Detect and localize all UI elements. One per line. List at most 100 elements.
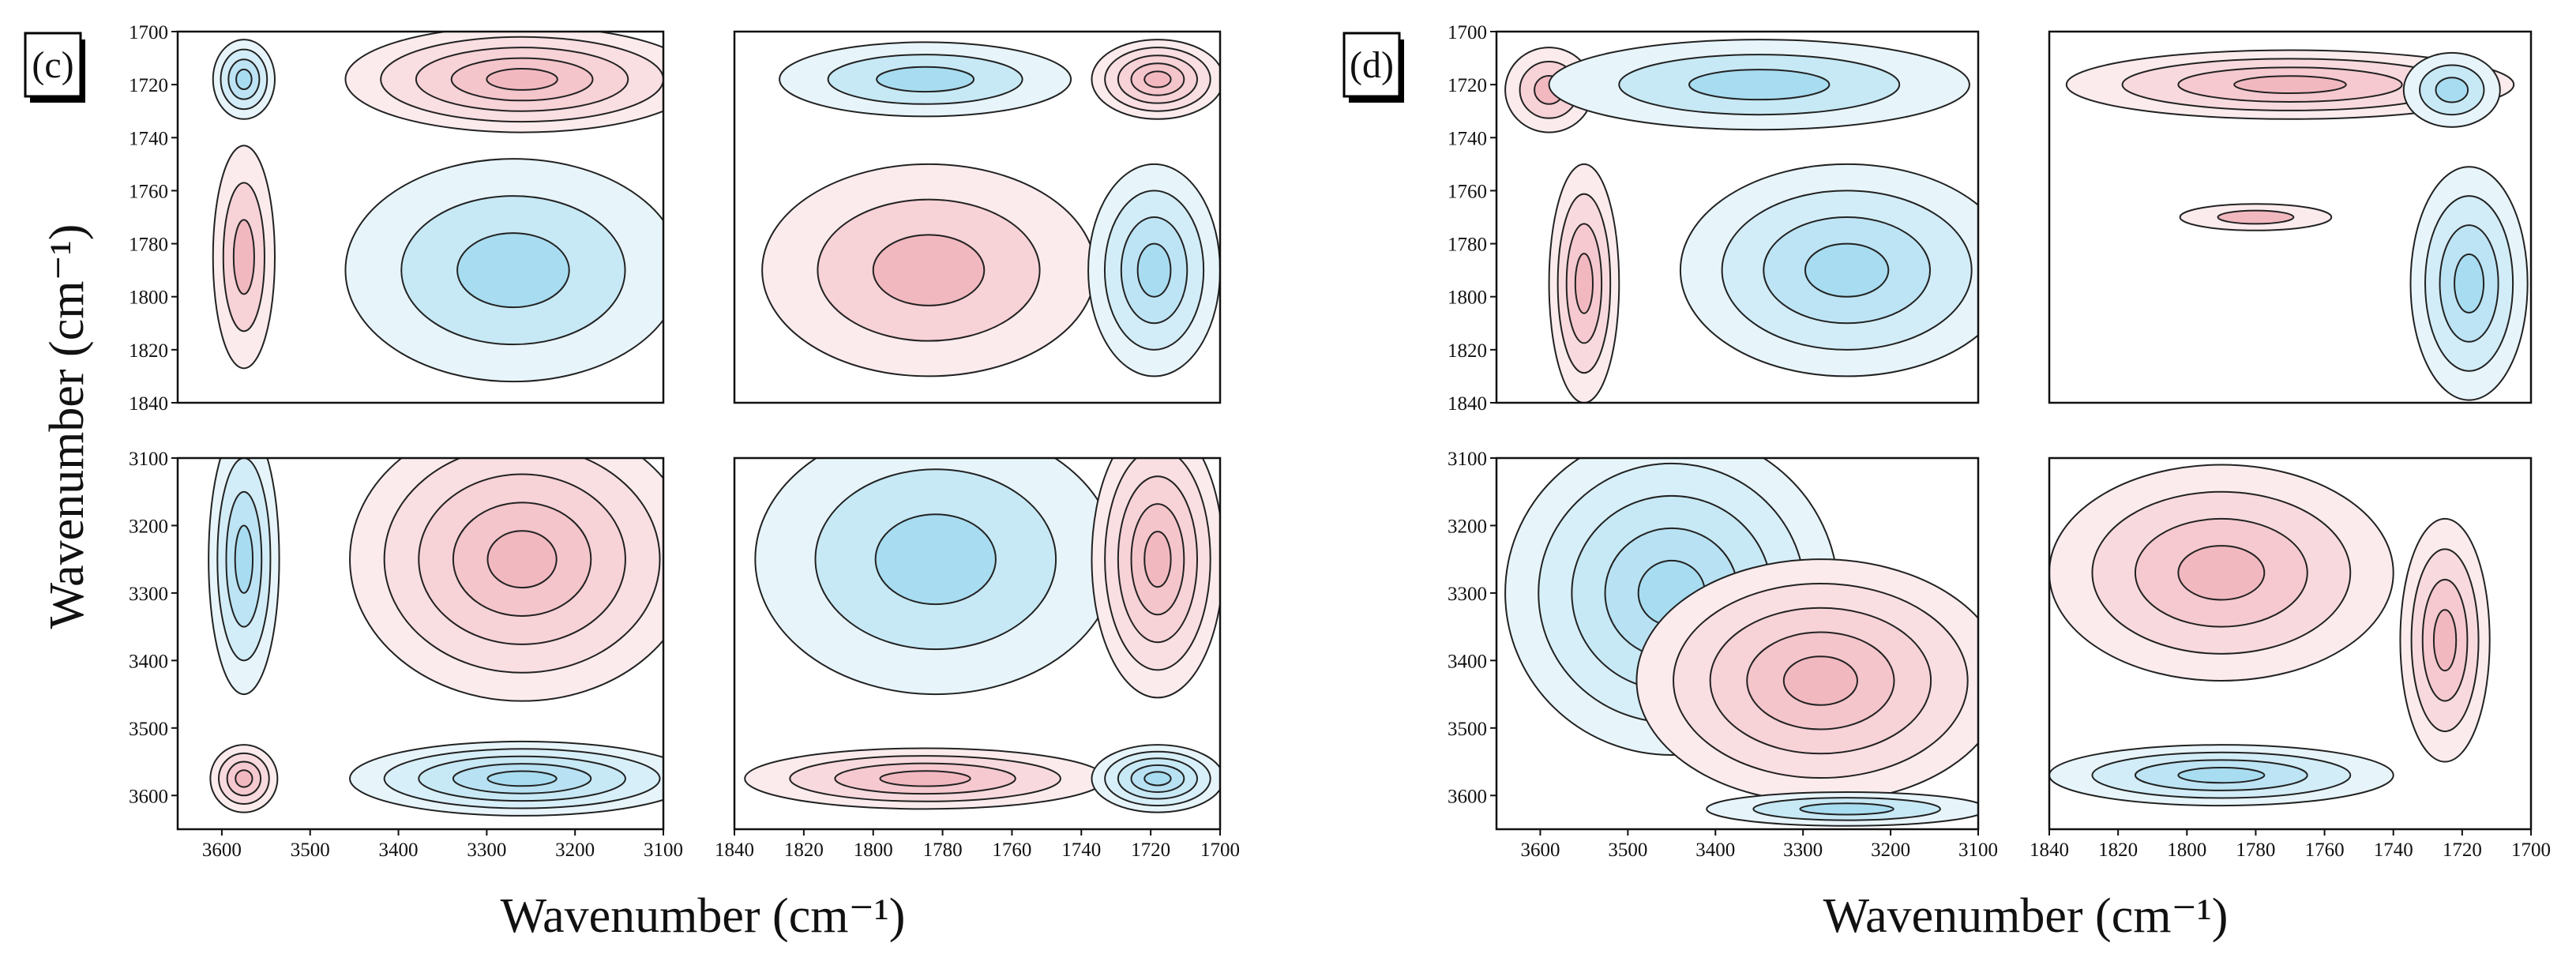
x-tick-label: 3200 xyxy=(555,839,595,861)
x-tick-label: 3400 xyxy=(1695,839,1735,861)
x-tick-label: 1840 xyxy=(2030,839,2069,861)
contour-layer xyxy=(2049,464,2491,807)
x-tick-label: 3400 xyxy=(379,839,419,861)
x-tick-label: 1760 xyxy=(992,839,1031,861)
y-tick-label: 1800 xyxy=(129,287,168,309)
contour-negative-10-level-2 xyxy=(1799,802,1894,816)
panel-d-subplot-1-0: 3600 3500 3400 3300 3200 3100 3100 3200 3300 3400… xyxy=(1448,449,1998,861)
y-tick-label: 1840 xyxy=(129,393,168,415)
contour-negative-1-level-2 xyxy=(1688,69,1831,101)
y-tick-label: 1720 xyxy=(129,75,168,96)
y-tick-label: 3300 xyxy=(129,584,168,605)
x-tick-label: 3600 xyxy=(1520,839,1560,861)
panel-d-subplot-0-0: 1700 1720 1740 1760 1780 1800 1820 1840 xyxy=(1448,22,1980,415)
y-tick-label: 3400 xyxy=(129,651,168,672)
panel-d-label-box: (d) xyxy=(1342,32,1404,103)
x-tick-label: 1780 xyxy=(923,839,963,861)
x-tick-label: 3300 xyxy=(467,839,506,861)
contour-negative-0-level-3 xyxy=(235,68,253,91)
x-tick-label: 3200 xyxy=(1871,839,1910,861)
contour-positive-11-level-3 xyxy=(2177,545,2266,601)
contour-positive-6-level-1 xyxy=(2217,209,2295,225)
contour-layer xyxy=(1504,458,1978,827)
contour-positive-2-level-2 xyxy=(232,219,255,295)
contour-layer xyxy=(744,458,1220,813)
contour-negative-7-level-3 xyxy=(2454,254,2485,314)
x-tick-label: 1760 xyxy=(2305,839,2345,861)
y-tick-label: 3200 xyxy=(129,516,168,537)
subplot-frame xyxy=(2048,30,2533,404)
x-tick-label: 1700 xyxy=(2511,839,2551,861)
contour-negative-12-level-3 xyxy=(2177,767,2266,784)
y-tick-label: 3200 xyxy=(1448,516,1487,537)
panel-d-label: (d) xyxy=(1350,44,1394,86)
contour-layer xyxy=(1504,39,1978,403)
contour-negative-15-level-4 xyxy=(1143,771,1172,787)
panel-d-subplot-0-1 xyxy=(2048,30,2533,404)
x-tick-label: 3100 xyxy=(1958,839,1998,861)
y-tick-label: 1840 xyxy=(1448,393,1487,415)
panel-d-x-axis-title: Wavenumber (cm⁻¹) xyxy=(1823,889,2229,943)
contour-layer xyxy=(212,32,663,383)
subplot-frame xyxy=(733,30,1222,404)
contour-positive-13-level-4 xyxy=(1143,531,1172,588)
panel-c-chart: 1700 1720 1740 1760 1780 1800 1820 1840 3600 3500… xyxy=(129,22,1240,861)
y-tick-label: 1720 xyxy=(1448,75,1487,96)
contour-positive-6-level-2 xyxy=(872,234,986,306)
y-tick-label: 3400 xyxy=(1448,651,1487,672)
x-tick-label: 3100 xyxy=(644,839,683,861)
panel-c-x-axis-title: Wavenumber (cm⁻¹) xyxy=(501,889,906,943)
x-tick-label: 1820 xyxy=(2098,839,2138,861)
contour-positive-5-level-4 xyxy=(1143,70,1172,88)
contour-layer xyxy=(2065,49,2529,401)
contour-negative-8-level-3 xyxy=(234,524,254,594)
y-tick-label: 1760 xyxy=(129,181,168,202)
contour-negative-3-level-3 xyxy=(1804,242,1890,298)
panel-d-chart: 1700 1720 1740 1760 1780 1800 1820 1840 3600 3500… xyxy=(1448,22,2551,861)
contour-positive-13-level-3 xyxy=(2432,609,2458,672)
subplot-frame xyxy=(2048,456,2533,831)
x-tick-label: 1840 xyxy=(715,839,754,861)
panel-c-subplot-0-0: 1700 1720 1740 1760 1780 1800 1820 1840 xyxy=(129,22,665,415)
contour-positive-10-level-3 xyxy=(235,769,253,788)
contour-negative-7-level-3 xyxy=(1136,242,1172,298)
subplot-frame xyxy=(176,456,665,831)
x-tick-label: 3500 xyxy=(291,839,330,861)
subplot-frame xyxy=(1495,456,1980,831)
panel-c-subplot-0-1 xyxy=(733,30,1222,404)
x-tick-label: 1740 xyxy=(2374,839,2413,861)
y-tick-label: 3600 xyxy=(129,786,168,807)
contour-negative-5-level-2 xyxy=(2435,77,2469,103)
y-tick-label: 1780 xyxy=(129,235,168,256)
contour-layer xyxy=(761,39,1220,377)
contour-negative-12-level-2 xyxy=(874,513,997,606)
subplot-frame xyxy=(733,456,1222,831)
contour-negative-3-level-2 xyxy=(456,232,570,309)
y-tick-label: 1740 xyxy=(129,128,168,149)
x-tick-label: 3500 xyxy=(1608,839,1647,861)
contour-negative-11-level-4 xyxy=(486,770,558,787)
x-tick-label: 1800 xyxy=(854,839,893,861)
panel-c-subplot-1-0: 3600 3500 3400 3300 3200 3100 3100 3200 3300 3400… xyxy=(129,449,683,861)
contour-positive-14-level-3 xyxy=(879,770,971,787)
x-tick-label: 1800 xyxy=(2167,839,2206,861)
y-tick-label: 1820 xyxy=(1448,340,1487,362)
y-tick-label: 3500 xyxy=(129,719,168,740)
contour-positive-2-level-3 xyxy=(1574,253,1594,314)
y-tick-label: 3600 xyxy=(1448,786,1487,807)
subplot-frame xyxy=(176,30,665,404)
x-tick-label: 1700 xyxy=(1200,839,1240,861)
y-tick-label: 1700 xyxy=(129,22,168,43)
panel-c-label-box: (c) xyxy=(24,32,85,103)
x-tick-label: 1740 xyxy=(1061,839,1101,861)
y-tick-label: 1820 xyxy=(129,340,168,362)
y-tick-label: 3300 xyxy=(1448,584,1487,605)
subplot-frame xyxy=(1495,30,1980,404)
x-tick-label: 1720 xyxy=(2443,839,2482,861)
contour-negative-4-level-2 xyxy=(876,66,975,93)
x-tick-label: 1780 xyxy=(2236,839,2275,861)
contour-positive-9-level-4 xyxy=(486,530,558,589)
contour-positive-1-level-4 xyxy=(486,68,558,91)
y-tick-label: 3100 xyxy=(129,449,168,470)
